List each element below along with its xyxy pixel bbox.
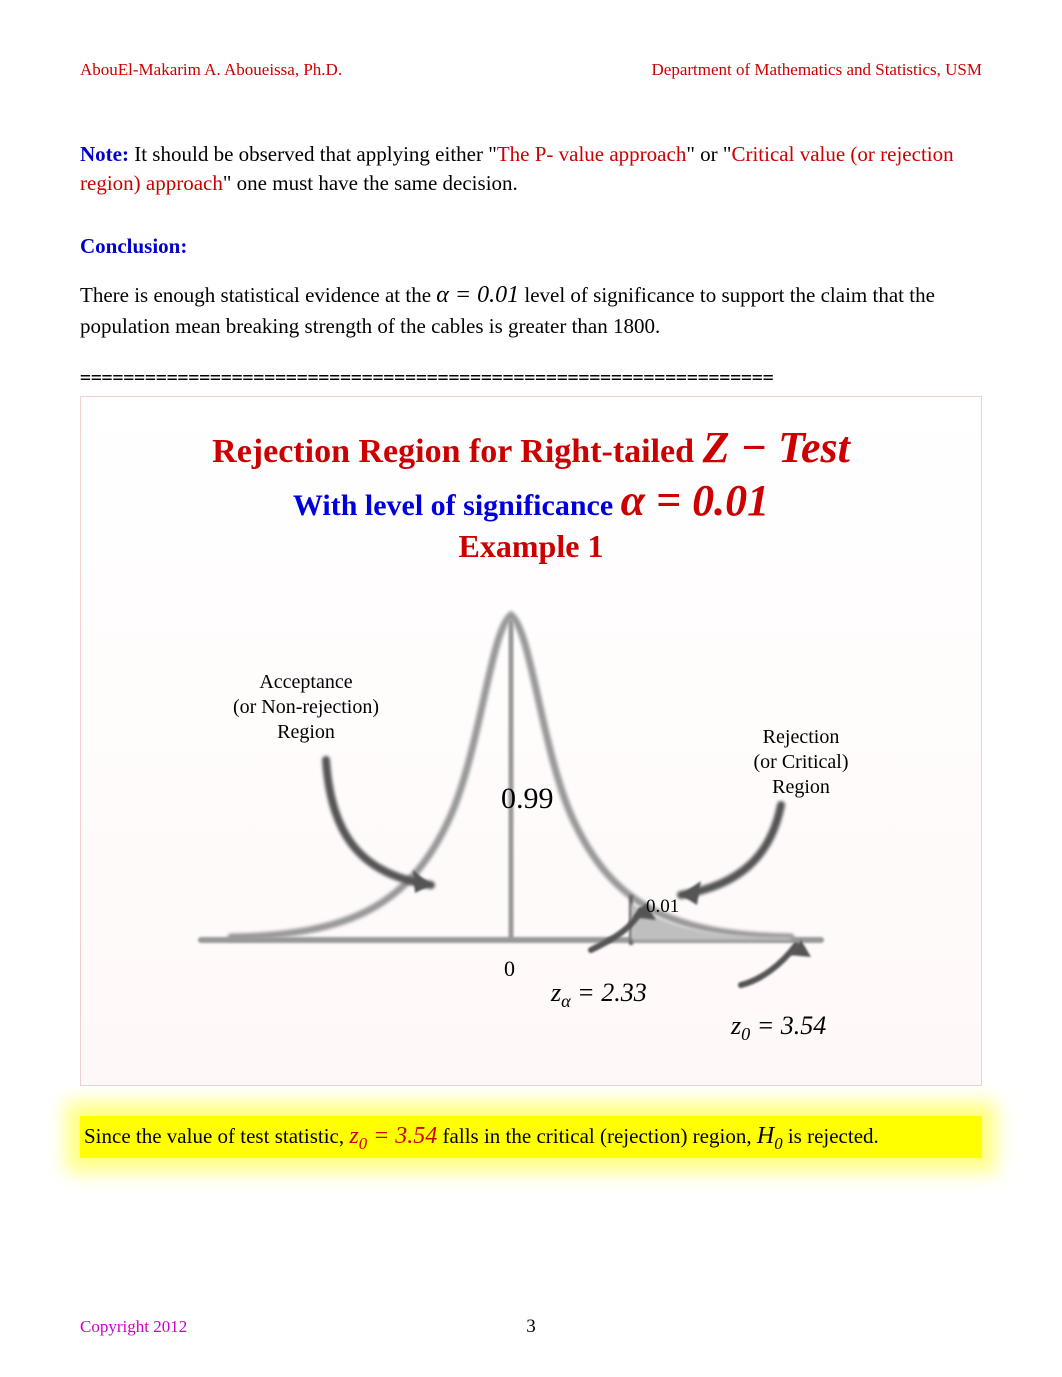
figure-title-line3: Example 1 <box>101 528 961 565</box>
z0-label: z0 = 3.54 <box>731 1010 826 1046</box>
zero-label: 0 <box>504 955 515 983</box>
conclusion-paragraph: There is enough statistical evidence at … <box>80 279 982 342</box>
conclusion-heading: Conclusion: <box>80 234 982 259</box>
rejection-region-label: Rejection(or Critical)Region <box>721 725 881 800</box>
curve-diagram: Acceptance(or Non-rejection)Region Rejec… <box>101 585 961 1055</box>
figure-title1-text: Rejection Region for Right-tailed <box>212 433 702 470</box>
figure-title1-ztest: Z − Test <box>703 423 850 472</box>
note-text-1: It should be observed that applying eith… <box>129 142 497 166</box>
acceptance-region-label: Acceptance(or Non-rejection)Region <box>206 670 406 745</box>
figure-title-line2: With level of significance α = 0.01 <box>101 475 961 526</box>
page-header: AbouEl-Makarim A. Aboueissa, Ph.D. Depar… <box>80 60 982 80</box>
area-tail-label: 0.01 <box>646 895 679 919</box>
page-footer: Copyright 2012 3 <box>80 1317 982 1337</box>
note-text-3: " one must have the same decision. <box>223 171 518 195</box>
copyright-text: Copyright 2012 <box>80 1317 187 1337</box>
note-label: Note: <box>80 142 129 166</box>
highlight-text-b: falls in the critical (rejection) region… <box>437 1124 757 1148</box>
conclusion-text-before: There is enough statistical evidence at … <box>80 283 436 307</box>
highlight-h0: H0 <box>757 1123 783 1149</box>
figure-title2-alpha: α = 0.01 <box>621 476 769 525</box>
highlight-z0: z0 = 3.54 <box>349 1123 437 1149</box>
area-main-label: 0.99 <box>501 780 554 818</box>
highlighted-conclusion: Since the value of test statistic, z0 = … <box>80 1116 982 1158</box>
z-alpha-label: zα = 2.33 <box>551 977 647 1013</box>
header-author: AbouEl-Makarim A. Aboueissa, Ph.D. <box>80 60 342 80</box>
header-department: Department of Mathematics and Statistics… <box>652 60 983 80</box>
highlight-text-c: is rejected. <box>783 1124 879 1148</box>
note-text-2: " or " <box>686 142 731 166</box>
page: AbouEl-Makarim A. Aboueissa, Ph.D. Depar… <box>0 0 1062 1377</box>
highlight-text-a: Since the value of test statistic, <box>84 1124 349 1148</box>
figure-title-line1: Rejection Region for Right-tailed Z − Te… <box>101 422 961 473</box>
note-paragraph: Note: It should be observed that applyin… <box>80 140 982 199</box>
bell-curve-svg <box>101 585 961 1055</box>
page-number: 3 <box>526 1316 536 1338</box>
note-pvalue-approach: The P- value approach <box>497 142 687 166</box>
conclusion-alpha: α = 0.01 <box>436 282 519 308</box>
figure-title2-text: With level of significance <box>293 489 621 522</box>
figure-box: Rejection Region for Right-tailed Z − Te… <box>80 396 982 1086</box>
divider-line: ========================================… <box>80 367 982 388</box>
